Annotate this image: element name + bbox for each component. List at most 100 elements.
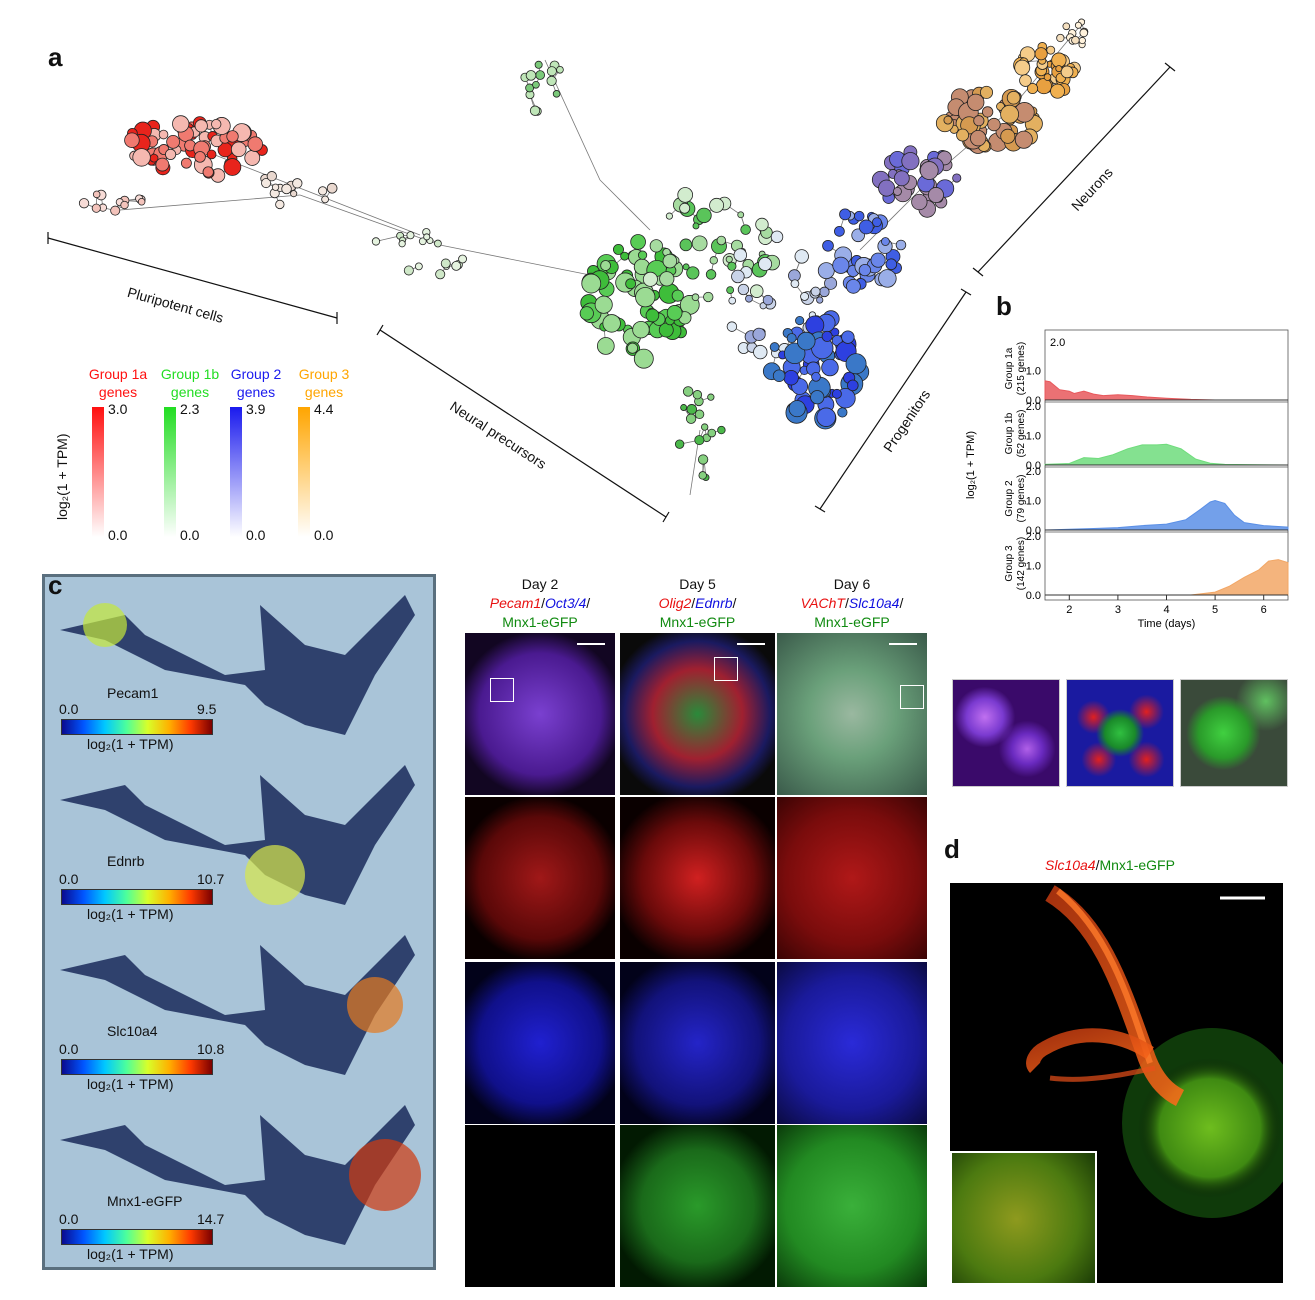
panel-d-marker-red: Slc10a4 <box>1045 857 1096 873</box>
colorbar-min: 0.0 <box>59 1041 79 1057</box>
x-tick-label: 3 <box>1115 604 1121 616</box>
x-tick-label: 4 <box>1163 604 1169 616</box>
colorbar-min: 0.0 <box>59 701 79 717</box>
legend-max-value: 2.3 <box>180 401 200 417</box>
y-tick-label: 2.0 <box>1026 466 1041 478</box>
legend-min-value: 0.0 <box>180 527 200 543</box>
y-tick-label: 1.0 <box>1026 366 1041 378</box>
colorbar-max: 10.7 <box>197 871 225 887</box>
panel-d-title: Slc10a4/Mnx1-eGFP <box>1045 857 1175 873</box>
colorbar-label: log₂(1 + TPM) <box>87 1246 174 1262</box>
trajectory-network <box>47 18 1176 523</box>
x-tick-label: 5 <box>1212 604 1218 616</box>
legend-group-1: Group 1a genes <box>80 365 156 401</box>
colorbar-label: log₂(1 + TPM) <box>87 906 174 922</box>
explant-inset <box>950 1151 1097 1283</box>
legend-colorbar <box>230 407 242 537</box>
y-tick-label: 1.0 <box>1026 431 1041 443</box>
micrograph-r3-c3 <box>777 962 927 1124</box>
density-area-1 <box>1044 380 1288 401</box>
facet-label-count: (142 genes) <box>1016 537 1027 590</box>
micrograph-r4-c3 <box>777 1125 927 1287</box>
micrograph-r3-c1 <box>465 962 615 1124</box>
zoom-inset-2 <box>1066 679 1174 787</box>
legend-colorbar <box>92 407 104 537</box>
stain-column-header: Day 2 Pecam1/Oct3/4/Mnx1-eGFP <box>489 576 591 630</box>
legend-group-4: Group 3 genes <box>286 365 362 401</box>
legend-group-title: Group 3 genes <box>298 366 350 400</box>
colorbar-max: 10.8 <box>197 1041 225 1057</box>
x-tick-label: 6 <box>1261 604 1267 616</box>
zoom-box <box>900 685 924 709</box>
gene-map-2: Ednrb 0.0 10.7 log₂(1 + TPM) <box>45 755 433 922</box>
micrograph-r4-c1 <box>465 1125 615 1287</box>
gene-map-4: Mnx1-eGFP 0.0 14.7 log₂(1 + TPM) <box>45 1095 433 1262</box>
x-tick-label: 2 <box>1066 604 1072 616</box>
y-tick-label: 2.0 <box>1026 401 1041 413</box>
zoom-inset-3 <box>1180 679 1288 787</box>
panel-letter-b: b <box>996 291 1012 321</box>
scale-bar <box>737 643 765 645</box>
zoom-inset-1 <box>952 679 1060 787</box>
zoom-box <box>714 657 738 681</box>
stain-column-header: Day 6 VAChT/Slc10a4/Mnx1-eGFP <box>800 576 904 630</box>
zoom-box <box>490 678 514 702</box>
segment-brackets <box>47 62 1176 523</box>
gene-expression-maps: Pecam1 0.0 9.5 log₂(1 + TPM) Ednrb 0.0 10.7 log… <box>42 574 436 1270</box>
gene-map-3: Slc10a4 0.0 10.8 log₂(1 + TPM) <box>45 925 433 1092</box>
gene-name: Mnx1-eGFP <box>107 1193 183 1209</box>
panel-letter-c: c <box>48 570 63 600</box>
y-tick-label: 0.0 <box>1026 525 1041 537</box>
explant-image <box>950 883 1283 1283</box>
mini-network <box>60 765 415 905</box>
scale-bar <box>577 643 605 645</box>
facet-label-count: (79 genes) <box>1016 475 1027 523</box>
legend-group-title: Group 2 genes <box>230 366 282 400</box>
legend-colorbar <box>164 407 176 537</box>
facet-label: Group 1b <box>1004 412 1015 454</box>
facet-label-count: (215 genes) <box>1016 342 1027 395</box>
y-tick-label: 0.0 <box>1026 460 1041 472</box>
micrograph-r4-c2 <box>620 1125 775 1287</box>
y-tick-label: 1.0 <box>1026 496 1041 508</box>
density-area-3 <box>1044 499 1289 531</box>
micrograph-r2-c1 <box>465 797 615 959</box>
mini-network <box>60 1105 421 1245</box>
colorbar-max: 9.5 <box>197 701 217 717</box>
stain-column-header: Day 5 Olig2/Ednrb/Mnx1-eGFP <box>658 576 737 630</box>
legend-max-value: 3.0 <box>108 401 128 417</box>
y-tick-label: 0.0 <box>1026 590 1041 602</box>
legend-max-value: 3.9 <box>246 401 266 417</box>
legend-colorbar <box>298 407 310 537</box>
expression-legend: log₂(1 + TPM) Group 1a genes 3.0 0.0 Group 1… <box>52 365 352 545</box>
mini-network <box>60 935 415 1075</box>
legend-axis-label: log₂(1 + TPM) <box>54 433 70 520</box>
micrograph-r3-c2 <box>620 962 775 1124</box>
legend-group-title: Group 1a genes <box>88 366 148 400</box>
y-tick-label: 2.0 <box>1026 531 1041 543</box>
colorbar-max: 14.7 <box>197 1211 225 1227</box>
facet-label: Group 2 <box>1004 480 1015 517</box>
expression-colorbar <box>61 1059 213 1075</box>
corner-label: 2.0 <box>1050 337 1065 349</box>
panel-letter-d: d <box>944 834 960 864</box>
legend-max-value: 4.4 <box>314 401 334 417</box>
micrograph-r1-c3 <box>777 633 927 795</box>
gene-name: Slc10a4 <box>107 1023 158 1039</box>
expression-colorbar <box>61 719 213 735</box>
legend-min-value: 0.0 <box>314 527 334 543</box>
micrograph-r1-c2 <box>620 633 775 795</box>
x-axis-label: Time (days) <box>1138 618 1196 630</box>
colorbar-label: log₂(1 + TPM) <box>87 736 174 752</box>
legend-min-value: 0.0 <box>108 527 128 543</box>
facet-label: Group 1a <box>1004 347 1015 389</box>
legend-group-3: Group 2 genes <box>218 365 294 401</box>
gene-map-1: Pecam1 0.0 9.5 log₂(1 + TPM) <box>45 585 433 752</box>
expression-colorbar <box>61 1229 213 1245</box>
legend-group-2: Group 1b genes <box>152 365 228 401</box>
facet-label-count: (52 genes) <box>1016 410 1027 458</box>
legend-group-title: Group 1b genes <box>160 366 220 400</box>
micrograph-r2-c3 <box>777 797 927 959</box>
colorbar-min: 0.0 <box>59 1211 79 1227</box>
density-area-2 <box>1044 443 1289 466</box>
